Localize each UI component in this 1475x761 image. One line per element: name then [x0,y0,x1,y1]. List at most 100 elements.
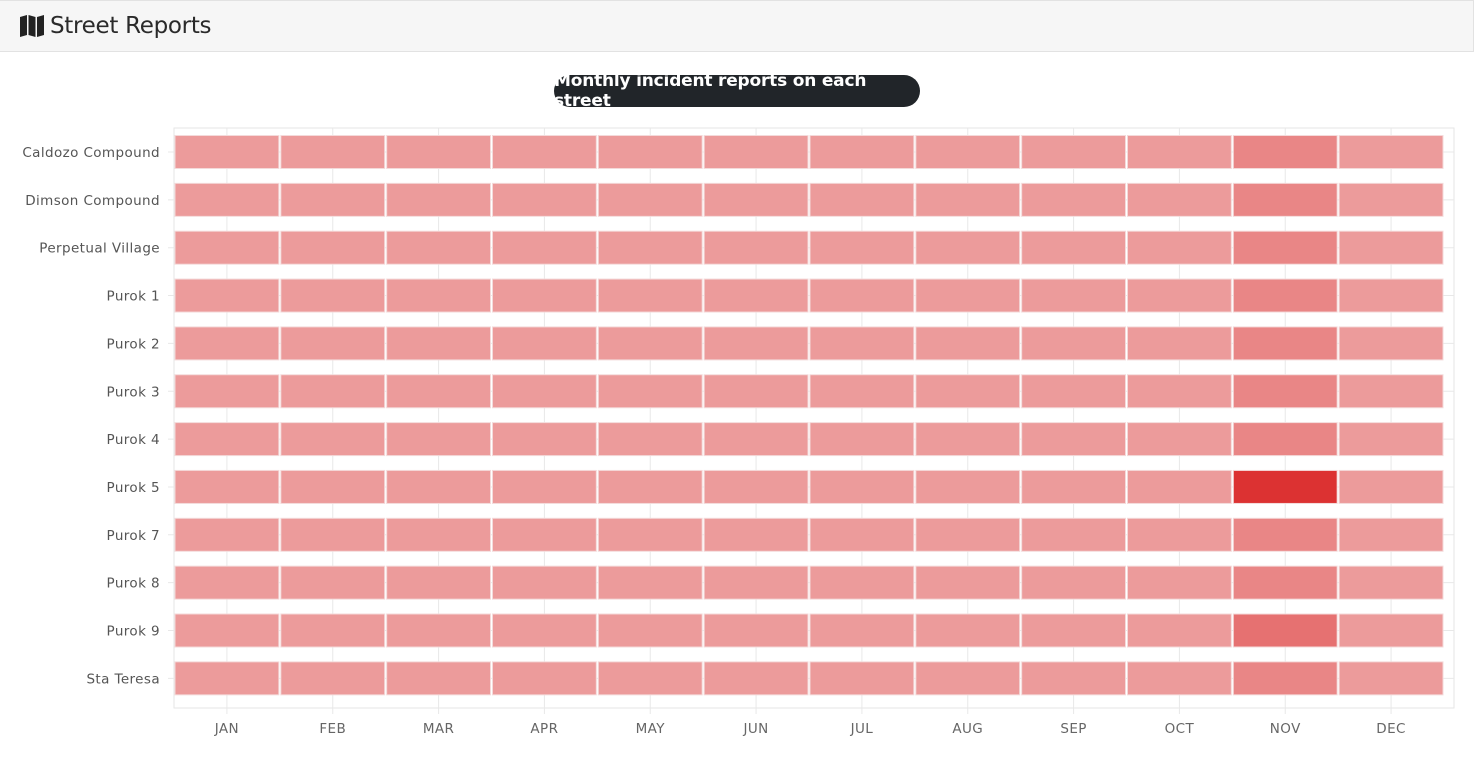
heatmap-cell[interactable] [597,422,703,457]
heatmap-cell[interactable] [1021,469,1127,504]
heatmap-cell[interactable] [1232,230,1338,265]
heatmap-cell[interactable] [174,565,280,600]
heatmap-cell[interactable] [1338,422,1444,457]
heatmap-cell[interactable] [386,422,491,457]
heatmap-cell[interactable] [386,661,491,696]
heatmap-cell[interactable] [492,517,597,552]
heatmap-cell[interactable] [492,661,597,696]
heatmap-cell[interactable] [809,613,915,648]
heatmap-cell[interactable] [280,374,386,409]
heatmap-cell[interactable] [1232,565,1338,600]
heatmap-cell[interactable] [703,326,809,361]
heatmap-cell[interactable] [1127,182,1232,217]
heatmap-cell[interactable] [915,182,1021,217]
heatmap-cell[interactable] [597,230,703,265]
heatmap-cell[interactable] [492,422,597,457]
heatmap-cell[interactable] [1338,613,1444,648]
heatmap-cell[interactable] [386,278,491,313]
heatmap-cell[interactable] [809,469,915,504]
heatmap-cell[interactable] [809,182,915,217]
heatmap-cell[interactable] [280,230,386,265]
heatmap-cell[interactable] [809,230,915,265]
heatmap-cell[interactable] [703,182,809,217]
heatmap-cell[interactable] [703,469,809,504]
heatmap-cell[interactable] [809,565,915,600]
heatmap-cell[interactable] [1232,182,1338,217]
heatmap-cell[interactable] [492,182,597,217]
heatmap-cell[interactable] [1127,517,1232,552]
heatmap-cell[interactable] [492,326,597,361]
heatmap-cell[interactable] [1127,278,1232,313]
heatmap-cell[interactable] [1021,661,1127,696]
heatmap-cell[interactable] [280,422,386,457]
heatmap-cell[interactable] [1021,182,1127,217]
heatmap-cell[interactable] [386,613,491,648]
heatmap-cell[interactable] [492,613,597,648]
heatmap-cell[interactable] [1232,613,1338,648]
heatmap-cell[interactable] [1232,661,1338,696]
heatmap-cell[interactable] [386,374,491,409]
heatmap-cell[interactable] [174,230,280,265]
heatmap-cell[interactable] [1232,135,1338,169]
heatmap-cell[interactable] [915,517,1021,552]
heatmap-cell[interactable] [1232,422,1338,457]
heatmap-cell[interactable] [1021,422,1127,457]
heatmap-cell[interactable] [280,182,386,217]
heatmap-cell[interactable] [174,278,280,313]
heatmap-cell[interactable] [809,661,915,696]
heatmap-cell[interactable] [915,326,1021,361]
heatmap-cell[interactable] [597,135,703,169]
heatmap-cell[interactable] [809,326,915,361]
heatmap-cell[interactable] [597,469,703,504]
heatmap-cell[interactable] [1021,374,1127,409]
heatmap-cell[interactable] [915,230,1021,265]
heatmap-cell[interactable] [1338,182,1444,217]
heatmap-cell[interactable] [386,565,491,600]
heatmap-cell[interactable] [1338,326,1444,361]
heatmap-cell[interactable] [386,135,491,169]
heatmap-cell[interactable] [280,661,386,696]
heatmap-cell[interactable] [174,517,280,552]
heatmap-cell[interactable] [280,278,386,313]
heatmap-cell[interactable] [174,326,280,361]
heatmap-cell[interactable] [386,517,491,552]
heatmap-cell[interactable] [597,565,703,600]
heatmap-cell[interactable] [597,613,703,648]
heatmap-cell[interactable] [280,326,386,361]
heatmap-cell[interactable] [915,565,1021,600]
heatmap-cell[interactable] [809,374,915,409]
heatmap-cell[interactable] [280,565,386,600]
heatmap-cell[interactable] [280,469,386,504]
heatmap-cell[interactable] [915,422,1021,457]
heatmap-cell[interactable] [280,135,386,169]
heatmap-cell[interactable] [1127,422,1232,457]
heatmap-cell[interactable] [174,469,280,504]
heatmap-cell[interactable] [703,517,809,552]
heatmap-cell[interactable] [915,613,1021,648]
heatmap-cell[interactable] [386,326,491,361]
heatmap-cell[interactable] [280,613,386,648]
heatmap-cell[interactable] [1232,278,1338,313]
heatmap-cell[interactable] [809,517,915,552]
heatmap-cell[interactable] [597,182,703,217]
heatmap-cell[interactable] [174,182,280,217]
heatmap-cell[interactable] [492,135,597,169]
heatmap-cell[interactable] [703,135,809,169]
heatmap-cell[interactable] [1232,517,1338,552]
heatmap-cell[interactable] [703,565,809,600]
heatmap-cell[interactable] [1127,613,1232,648]
heatmap-cell[interactable] [1338,230,1444,265]
heatmap-cell[interactable] [174,661,280,696]
heatmap-cell[interactable] [1338,374,1444,409]
heatmap-cell[interactable] [809,135,915,169]
heatmap-cell[interactable] [1021,613,1127,648]
heatmap-cell[interactable] [386,230,491,265]
heatmap-cell[interactable] [492,230,597,265]
heatmap-cell[interactable] [915,135,1021,169]
heatmap-cell[interactable] [597,278,703,313]
heatmap-cell[interactable] [1021,517,1127,552]
heatmap-cell[interactable] [1232,374,1338,409]
heatmap-cell[interactable] [386,182,491,217]
heatmap-cell[interactable] [703,661,809,696]
heatmap-cell[interactable] [174,613,280,648]
